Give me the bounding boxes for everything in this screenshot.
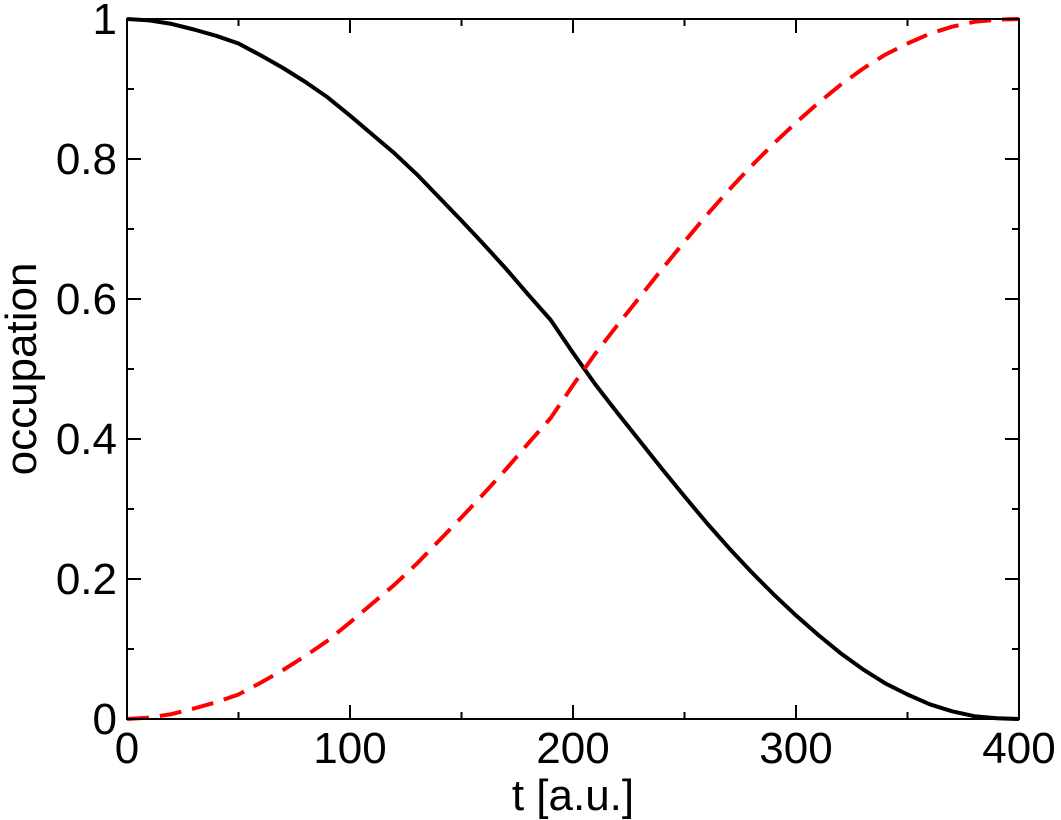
y-tick-label: 0.2: [56, 555, 117, 604]
y-tick-label: 0.8: [56, 135, 117, 184]
x-tick-label: 0: [115, 724, 139, 773]
x-tick-label: 300: [759, 724, 832, 773]
y-tick-label: 0.6: [56, 275, 117, 324]
plot-frame: [126, 18, 1020, 720]
series-line-dashed: [126, 17, 1020, 721]
y-tick-label: 0.4: [56, 415, 117, 464]
x-tick-label: 100: [313, 724, 386, 773]
y-tick-label: 0: [93, 695, 117, 744]
series-layer: [126, 17, 1020, 721]
x-tick-label: 200: [536, 724, 609, 773]
x-axis-title: t [a.u.]: [512, 771, 634, 820]
y-tick-label: 1: [93, 0, 117, 44]
series-line-solid: [126, 17, 1020, 721]
x-tick-label: 400: [982, 724, 1055, 773]
tick-layer: 0 100 200 300 400 0 0.2 0.4 0.6 0.8 1: [56, 0, 1056, 773]
y-axis-title: occupation: [0, 263, 46, 476]
